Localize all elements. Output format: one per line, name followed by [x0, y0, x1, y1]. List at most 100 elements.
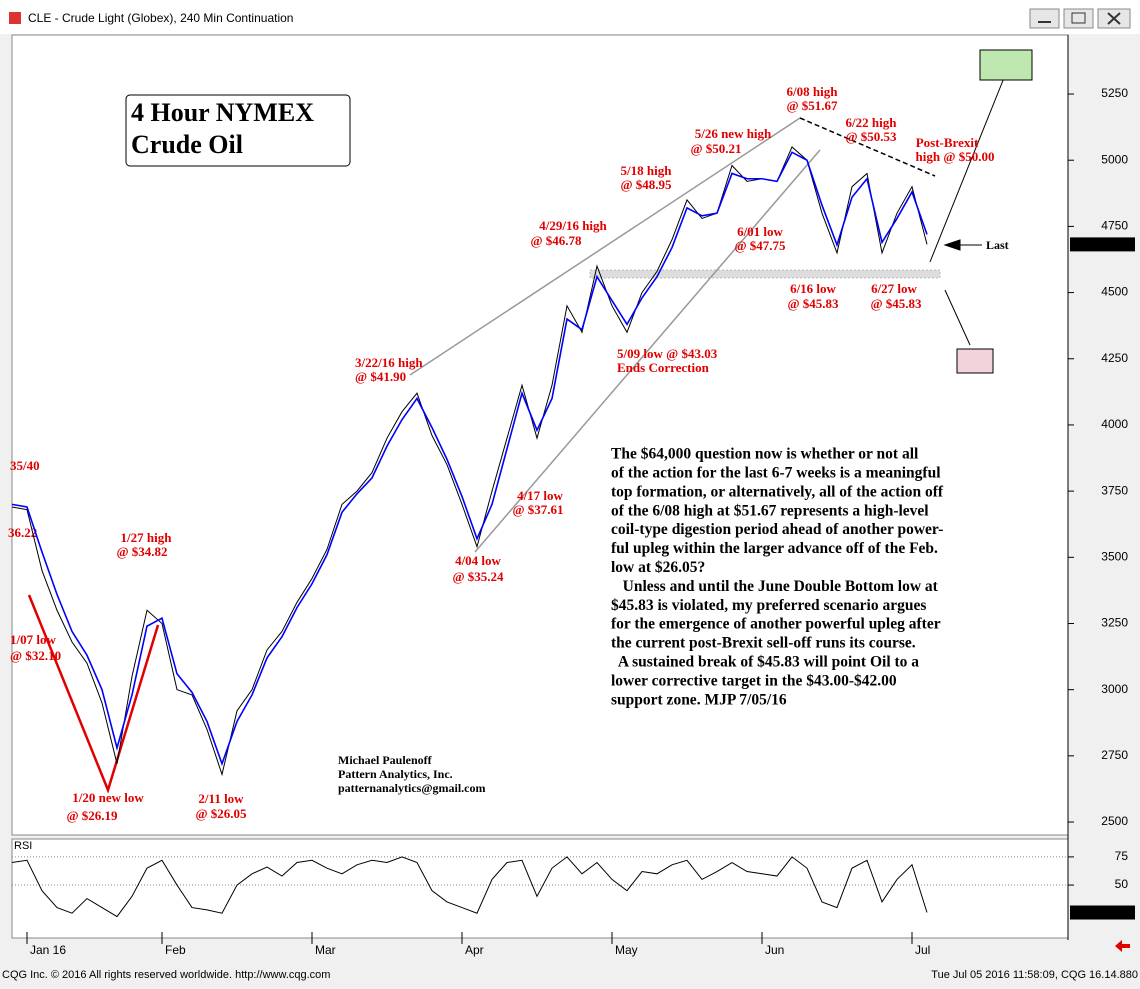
annotation: @ $32.10 [10, 648, 61, 663]
arrow [929, 57, 1013, 263]
target-box [979, 49, 1033, 81]
y-tick-label: 3750 [1101, 483, 1128, 497]
annotation: 5/18 high [621, 163, 673, 178]
last-value-box [1070, 237, 1135, 252]
annotation: @ $37.61 [512, 502, 563, 517]
maximize-button[interactable] [1063, 8, 1094, 29]
commentary-line: of the 6/08 high at $51.67 represents a … [611, 502, 929, 519]
title-bar [0, 0, 1140, 34]
annotation: 5/26 new high [695, 126, 772, 141]
annotation: @ $51.67 [786, 98, 838, 113]
app-icon [9, 12, 21, 24]
annotation: high @ $50.00 [916, 149, 995, 164]
annotation: 6/16 low [790, 281, 836, 296]
last-arrow [943, 239, 982, 251]
x-tick-label: Mar [315, 943, 336, 957]
annotation: @ $46.78 [530, 233, 582, 248]
commentary-line: $45.83 is violated, my preferred scenari… [611, 597, 926, 614]
y-tick-label: 3250 [1101, 616, 1128, 630]
y-tick-label: 3500 [1101, 549, 1128, 563]
x-tick-label: Jun [765, 943, 784, 957]
trendline [474, 149, 821, 553]
annotation: @ $34.82 [116, 544, 167, 559]
trendline [799, 117, 936, 177]
icon [1107, 12, 1121, 25]
annotation: @ $41.90 [355, 369, 406, 384]
annotation: 36.22 [8, 525, 37, 540]
annotation: 2/11 low [198, 791, 244, 806]
annotation: @ $45.83 [870, 296, 922, 311]
annotations: 6/08 high @ $51.67 5/26 new high @ $50.2… [8, 84, 994, 823]
rsi-title: RSI [14, 840, 32, 852]
v-bottom [27, 594, 160, 794]
annotation: 4/04 low [455, 553, 501, 568]
annotation: @ $50.53 [845, 129, 897, 144]
last-value-label: 25.63 [1098, 905, 1128, 919]
annotation: Post-Brexit [916, 135, 979, 150]
annotation: @ $35.24 [452, 569, 504, 584]
commentary-line: The $64,000 question now is whether or n… [611, 446, 919, 463]
arrow [944, 289, 971, 346]
author: patternanalytics@gmail.com [338, 781, 485, 795]
title-line: 4 Hour NYMEX [131, 98, 314, 127]
y-tick-label: 5000 [1101, 152, 1128, 166]
commentary-line: for the emergence of another powerful up… [611, 616, 941, 633]
commentary-line: Unless and until the June Double Bottom … [611, 578, 939, 595]
x-tick-label: Jan 16 [30, 943, 66, 957]
window-title: CLE - Crude Light (Globex), 240 Min Cont… [28, 11, 293, 25]
x-tick-label: May [615, 943, 638, 957]
y-tick-label: 4250 [1101, 351, 1128, 365]
commentary-line: the current post-Brexit sell-off runs it… [611, 635, 916, 652]
target-box [956, 348, 994, 374]
commentary-line: lower corrective target in the $43.00-$4… [611, 672, 897, 689]
annotation: 1/27 high [121, 530, 173, 545]
last-label: Last [986, 238, 1009, 252]
author: Michael Paulenoff [338, 753, 433, 767]
y-tick-label: 75 [1115, 849, 1129, 863]
price-panel [11, 34, 1069, 836]
y-tick-label: 3000 [1101, 682, 1128, 696]
scroll-arrow[interactable] [1115, 940, 1130, 952]
annotation: 4/17 low [517, 488, 563, 503]
annotation: Ends Correction [617, 360, 710, 375]
title-line: Crude Oil [131, 130, 243, 159]
annotation: 6/22 high [846, 115, 898, 130]
series-line [11, 151, 928, 767]
commentary-line: ful upleg within the larger advance off … [611, 540, 938, 557]
x-tick-label: Apr [465, 943, 484, 957]
annotation: 35/40 [10, 458, 40, 473]
y-tick-label: 2750 [1101, 748, 1128, 762]
annotation: 1/07 low [10, 632, 56, 647]
commentary-line: top formation, or alternatively, all of … [611, 483, 944, 500]
annotation: @ $26.19 [66, 808, 118, 823]
y-tick-label: 50 [1115, 877, 1129, 891]
footer-left: CQG Inc. © 2016 All rights reserved worl… [2, 969, 330, 981]
annotation: 4/29/16 high [539, 218, 607, 233]
annotation: @ $47.75 [734, 238, 786, 253]
annotation: 3/22/16 high [355, 355, 423, 370]
last-value-label: 4682 [1101, 237, 1128, 251]
x-tick-label: Jul [915, 943, 930, 957]
author: Pattern Analytics, Inc. [338, 767, 453, 781]
annotation: @ $48.95 [620, 177, 672, 192]
minimize-button[interactable] [1029, 8, 1060, 29]
commentary: The $64,000 question now is whether or n… [611, 446, 944, 709]
series-line [11, 856, 928, 918]
x-tick-label: Feb [165, 943, 186, 957]
commentary-line: A sustained break of $45.83 will point O… [611, 653, 919, 670]
y-tick-label: 4750 [1101, 219, 1128, 233]
last-value-box [1070, 905, 1135, 920]
support-zone [589, 269, 941, 279]
annotation: 6/08 high [787, 84, 839, 99]
commentary-line: of the action for the last 6-7 weeks is … [611, 464, 941, 481]
icon [1071, 12, 1086, 24]
annotation: 1/20 new low [72, 790, 144, 805]
window-buttons[interactable] [1029, 8, 1131, 29]
commentary-line: low at $26.05? [611, 559, 705, 576]
rsi-panel [11, 838, 1069, 939]
annotation: @ $45.83 [787, 296, 839, 311]
title-box [125, 94, 351, 167]
annotation: 5/09 low @ $43.03 [617, 346, 718, 361]
commentary-line: coil-type digestion period ahead of anot… [611, 521, 943, 538]
y-tick-label: 4500 [1101, 285, 1128, 299]
